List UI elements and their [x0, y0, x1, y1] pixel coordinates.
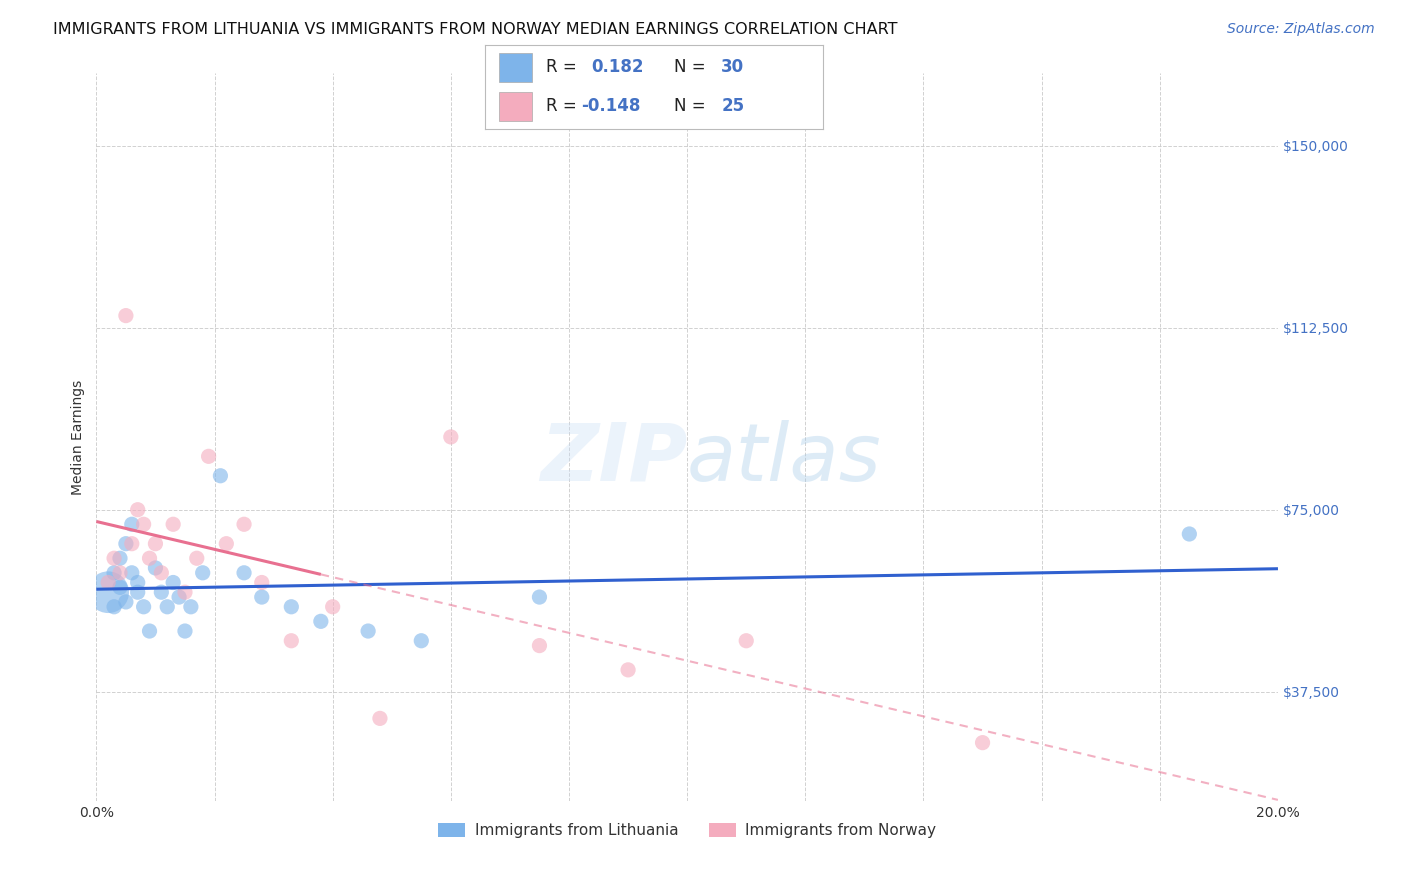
Text: ZIP: ZIP	[540, 420, 688, 498]
Legend: Immigrants from Lithuania, Immigrants from Norway: Immigrants from Lithuania, Immigrants fr…	[432, 816, 942, 844]
Point	[411, 633, 433, 648]
Point	[150, 566, 173, 580]
Point	[132, 599, 155, 614]
Point	[121, 566, 143, 580]
Point	[115, 595, 138, 609]
Point	[617, 663, 640, 677]
Text: N =: N =	[673, 59, 711, 77]
Point	[972, 736, 994, 750]
Point	[174, 624, 197, 638]
Point	[103, 551, 125, 566]
Point	[103, 566, 125, 580]
Point	[127, 502, 149, 516]
Text: 25: 25	[721, 97, 744, 115]
Point	[309, 615, 332, 629]
Text: atlas: atlas	[688, 420, 882, 498]
Point	[174, 585, 197, 599]
Point	[180, 599, 202, 614]
Point	[186, 551, 208, 566]
Point	[250, 575, 273, 590]
Text: 0.182: 0.182	[592, 59, 644, 77]
Point	[138, 551, 160, 566]
Text: Source: ZipAtlas.com: Source: ZipAtlas.com	[1227, 22, 1375, 37]
Text: R =: R =	[546, 59, 582, 77]
Point	[529, 590, 551, 604]
Point	[108, 551, 131, 566]
Point	[145, 561, 167, 575]
Text: N =: N =	[673, 97, 711, 115]
Point	[280, 599, 302, 614]
Text: R =: R =	[546, 97, 582, 115]
Point	[209, 468, 232, 483]
Point	[191, 566, 214, 580]
Point	[162, 575, 184, 590]
Point	[215, 537, 238, 551]
Point	[280, 633, 302, 648]
Text: IMMIGRANTS FROM LITHUANIA VS IMMIGRANTS FROM NORWAY MEDIAN EARNINGS CORRELATION : IMMIGRANTS FROM LITHUANIA VS IMMIGRANTS …	[53, 22, 898, 37]
Text: 30: 30	[721, 59, 744, 77]
Point	[440, 430, 463, 444]
Point	[322, 599, 344, 614]
Point	[156, 599, 179, 614]
Point	[97, 575, 120, 590]
Bar	[499, 92, 533, 120]
Point	[115, 309, 138, 323]
Point	[233, 566, 256, 580]
Point	[167, 590, 190, 604]
Point	[108, 566, 131, 580]
Point	[127, 575, 149, 590]
Point	[115, 537, 138, 551]
Point	[735, 633, 758, 648]
Point	[97, 585, 120, 599]
Point	[121, 537, 143, 551]
Point	[529, 639, 551, 653]
Point	[197, 450, 219, 464]
Point	[233, 517, 256, 532]
Y-axis label: Median Earnings: Median Earnings	[72, 379, 86, 494]
Point	[162, 517, 184, 532]
Point	[145, 537, 167, 551]
Point	[127, 585, 149, 599]
Point	[150, 585, 173, 599]
Point	[121, 517, 143, 532]
Point	[357, 624, 380, 638]
Point	[132, 517, 155, 532]
Point	[368, 711, 391, 725]
Text: -0.148: -0.148	[581, 97, 641, 115]
Point	[108, 580, 131, 594]
Point	[103, 599, 125, 614]
Bar	[499, 54, 533, 82]
Point	[138, 624, 160, 638]
Point	[250, 590, 273, 604]
Point	[1178, 527, 1201, 541]
